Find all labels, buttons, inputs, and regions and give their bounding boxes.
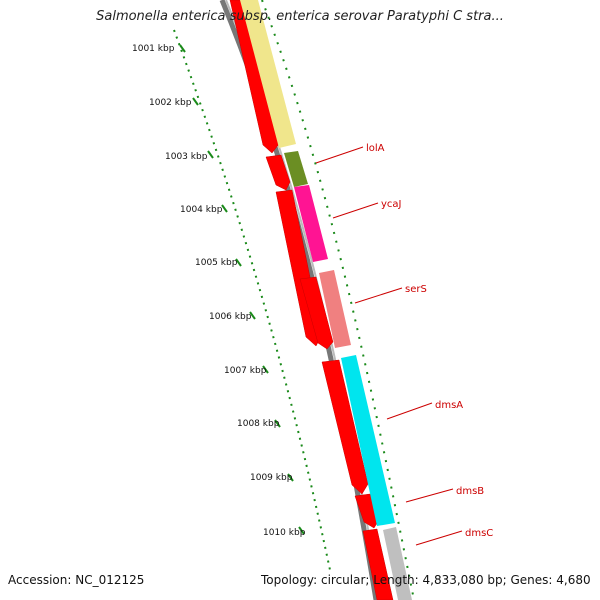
gene-block-yellow: [240, 0, 296, 148]
gene-block-olive: [284, 151, 308, 187]
gene-block-cyan: [341, 355, 395, 526]
gene-blocks-track: [240, 0, 412, 600]
gene-label-dmsb: dmsB: [456, 486, 484, 497]
kbp-label-1009: 1009 kbp: [250, 473, 293, 483]
kbp-label-1005: 1005 kbp: [195, 258, 238, 268]
kbp-label-1002: 1002 kbp: [149, 98, 192, 108]
gene-label-leaders: [315, 146, 463, 546]
kbp-label-1004: 1004 kbp: [180, 205, 223, 215]
gene-block-salmon: [319, 270, 351, 348]
cds-arrow-4: [299, 276, 334, 350]
cds-arrow-6: [354, 493, 380, 529]
gene-block-gray: [383, 527, 412, 600]
cds-arrow-5: [321, 359, 369, 495]
kbp-ruler: [173, 29, 331, 571]
forward-cds-track: [229, 0, 394, 600]
accession-text: Accession: NC_012125: [8, 573, 145, 587]
kbp-label-1007: 1007 kbp: [224, 366, 267, 376]
cds-arrow-2: [265, 154, 291, 191]
gene-label-lola: lolA: [366, 143, 385, 154]
map-title-overlay: Salmonella enterica subsp. enterica sero…: [96, 9, 504, 24]
kbp-label-1008: 1008 kbp: [237, 419, 280, 429]
kbp-label-1010: 1010 kbp: [263, 528, 306, 538]
kbp-label-1003: 1003 kbp: [165, 152, 208, 162]
gene-label-dmsa: dmsA: [435, 400, 463, 411]
gene-label-dmsc: dmsC: [465, 528, 493, 539]
cds-arrow-7: [362, 528, 394, 600]
gene-label-ycaj: ycaJ: [381, 199, 402, 210]
cds-arrow-1: [229, 0, 280, 154]
topology-summary: Topology: circular; Length: 4,833,080 bp…: [261, 573, 591, 587]
kbp-label-1001: 1001 kbp: [132, 44, 175, 54]
gene-block-magenta: [294, 185, 328, 262]
ruler-major-ticks: [179, 44, 305, 535]
kbp-label-1006: 1006 kbp: [209, 312, 252, 322]
outer-dotted-guide: [261, 0, 415, 600]
gene-label-sers: serS: [405, 284, 427, 295]
